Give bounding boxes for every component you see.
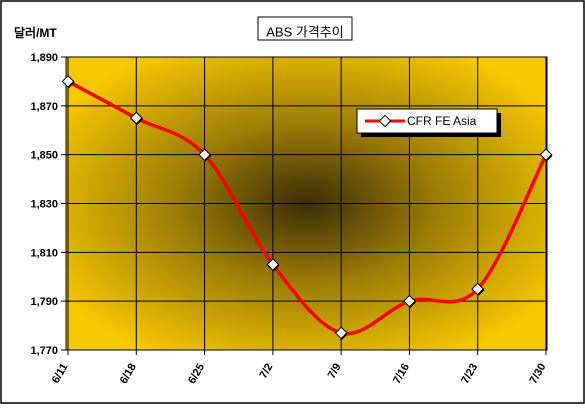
y-axis-label: 달러/MT [14, 25, 57, 40]
grid-lines [66, 56, 547, 351]
legend-label: CFR FE Asia [407, 114, 477, 128]
data-point [334, 326, 348, 340]
data-point [61, 75, 75, 88]
y-tick-label: 1,890 [30, 52, 58, 64]
data-point [266, 258, 280, 271]
y-axis-ticks: 1,770 1,790 1,810 1,830 1,850 1,870 1,890 [30, 52, 66, 357]
data-point [129, 111, 143, 125]
legend: CFR FE Asia [356, 108, 501, 137]
y-tick-label: 1,830 [30, 199, 58, 211]
series-layer [61, 75, 553, 340]
chart-title: ABS 가격추이 [266, 24, 343, 39]
data-point [403, 294, 416, 308]
y-tick-label: 1,850 [30, 150, 58, 162]
y-tick-label: 1,770 [30, 345, 58, 357]
data-point [198, 148, 211, 162]
y-tick-label: 1,810 [30, 247, 58, 259]
data-point [471, 282, 485, 296]
legend-marker-swatch [378, 114, 392, 128]
y-tick-label: 1,870 [30, 101, 58, 113]
title-box [257, 16, 353, 41]
data-point [539, 148, 553, 162]
y-tick-label: 1,790 [30, 296, 58, 308]
